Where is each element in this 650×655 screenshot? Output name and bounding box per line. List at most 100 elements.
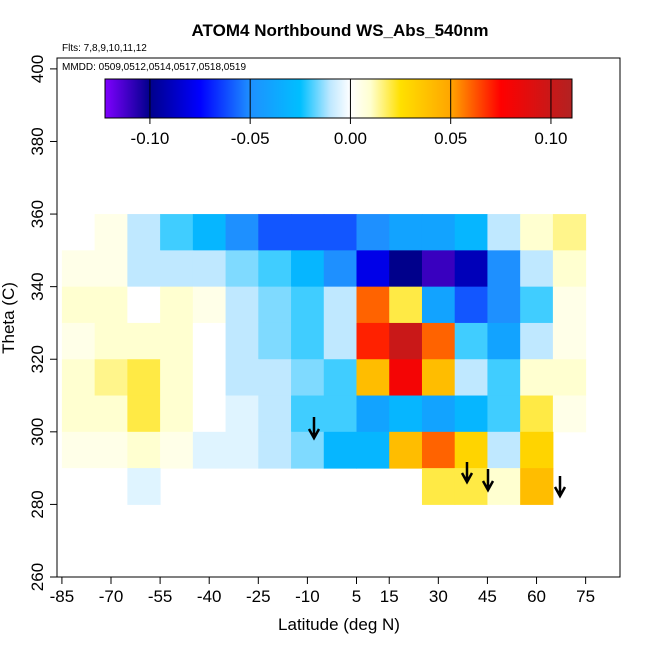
heat-cell (356, 395, 390, 433)
heat-cell (389, 250, 423, 288)
heat-cell (192, 431, 227, 469)
x-tick-label: 60 (527, 587, 546, 606)
x-tick-label: -25 (246, 587, 271, 606)
subtitle: Flts: 7,8,9,10,11,12 (62, 43, 147, 54)
heat-cell (389, 286, 423, 324)
heat-cell (356, 214, 390, 251)
heat-cell (454, 322, 488, 360)
heat-cell (421, 286, 456, 324)
x-tick-label: -85 (50, 587, 75, 606)
x-tick-label: -55 (148, 587, 173, 606)
heat-cell (291, 322, 325, 360)
heat-cell (323, 286, 358, 324)
y-tick-label: 300 (28, 418, 47, 446)
heat-cell (552, 322, 587, 360)
heat-cell (61, 286, 96, 324)
heat-cell (192, 395, 227, 433)
heat-cell (356, 359, 390, 397)
heat-cell (225, 286, 259, 324)
heat-cell (520, 250, 554, 288)
heat-cell (225, 431, 259, 469)
heat-cell (291, 250, 325, 288)
heat-cell (61, 468, 96, 505)
y-tick-label: 380 (28, 127, 47, 155)
heat-cell (94, 286, 128, 324)
y-tick-label: 280 (28, 490, 47, 518)
heat-cell (323, 431, 358, 469)
x-tick-label: -40 (197, 587, 222, 606)
x-tick-label: -70 (99, 587, 124, 606)
heat-cell (291, 359, 325, 397)
arrow (307, 417, 321, 441)
heat-cell (323, 322, 358, 360)
arrows (307, 417, 567, 499)
colorbar-tick-label: 0.00 (334, 129, 367, 148)
heat-cell (356, 250, 390, 288)
heat-cell (127, 214, 161, 251)
x-tick-label: 30 (429, 587, 448, 606)
heat-cell (520, 214, 554, 251)
y-tick-label: 320 (28, 345, 47, 373)
heat-cell (160, 250, 194, 288)
heat-cell (127, 359, 161, 397)
x-tick-label: 75 (576, 587, 595, 606)
heat-cell (94, 431, 128, 469)
heat-cell (421, 431, 456, 469)
heat-cell (552, 214, 587, 251)
heat-cell (454, 395, 488, 433)
y-tick-label: 400 (28, 55, 47, 83)
heat-cell (389, 214, 423, 251)
heat-cell (192, 359, 227, 397)
heat-cell (225, 359, 259, 397)
heat-cell (487, 431, 521, 469)
y-tick-label: 260 (28, 563, 47, 591)
heat-cell (160, 322, 194, 360)
heat-cell (421, 322, 456, 360)
heat-cell (487, 359, 521, 397)
heat-cell (258, 250, 292, 288)
heat-cell (291, 431, 325, 469)
heat-cell (389, 322, 423, 360)
heat-cell (356, 322, 390, 360)
heat-cell (487, 214, 521, 251)
heat-cell (291, 395, 325, 433)
heat-cell (291, 286, 325, 324)
heat-cell (61, 395, 96, 433)
heat-cell (520, 431, 554, 469)
x-tick-label: -10 (295, 587, 320, 606)
heat-cell (160, 359, 194, 397)
annotation: MMDD: 0509,0512,0514,0517,0518,0519 (62, 62, 246, 73)
heat-cell (160, 286, 194, 324)
heat-cell (94, 395, 128, 433)
heat-cell (61, 322, 96, 360)
heat-cell (323, 395, 358, 433)
heat-cell (192, 322, 227, 360)
arrow (481, 469, 495, 493)
heat-cell (225, 214, 259, 251)
colorbar-tick-label: -0.05 (231, 129, 270, 148)
heat-cell (94, 468, 128, 505)
heat-cell (421, 359, 456, 397)
heat-cell (454, 250, 488, 288)
heat-cell (258, 322, 292, 360)
colorbar-tick-label: 0.05 (434, 129, 467, 148)
x-tick-label: 5 (352, 587, 361, 606)
heat-cell (552, 395, 587, 433)
heat-cell (323, 359, 358, 397)
heat-cell (454, 286, 488, 324)
heat-cell (487, 286, 521, 324)
heat-cell (552, 286, 587, 324)
x-tick-label: 15 (380, 587, 399, 606)
heat-cell (421, 250, 456, 288)
arrow (460, 462, 474, 485)
heat-cell (160, 214, 194, 251)
heat-cell (356, 286, 390, 324)
heat-cell (192, 214, 227, 251)
heat-cell (225, 250, 259, 288)
heat-cell (454, 214, 488, 251)
heat-cell (323, 214, 358, 251)
heat-cell (61, 431, 96, 469)
heat-cell (61, 250, 96, 288)
y-tick-label: 340 (28, 272, 47, 300)
